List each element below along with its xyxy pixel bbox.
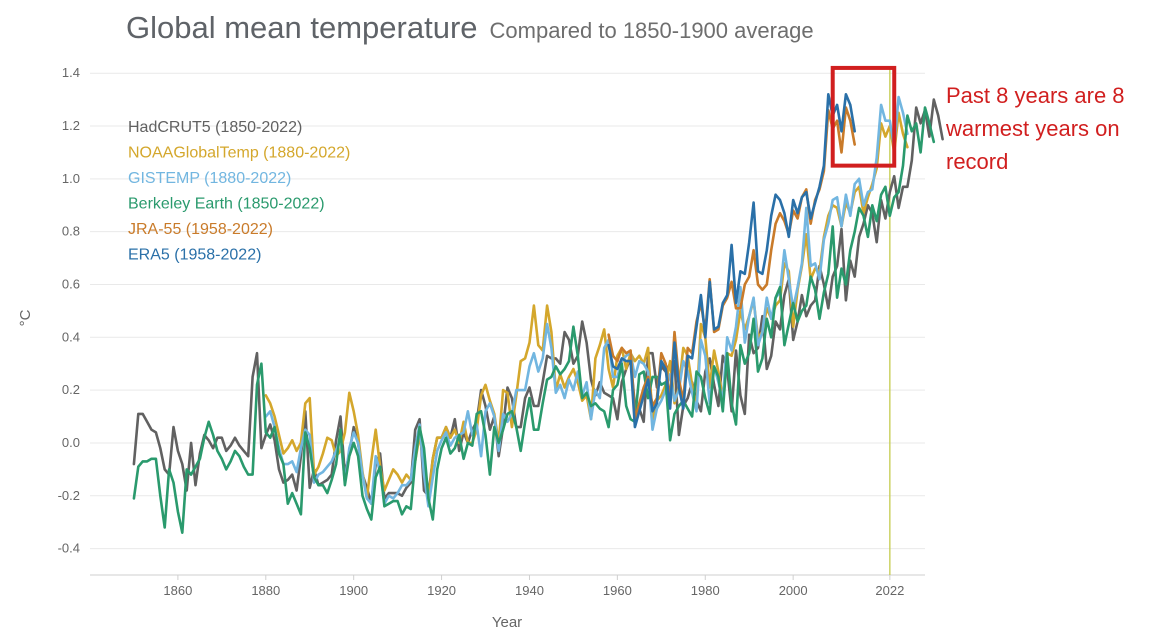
y-axis-label: °C: [17, 309, 34, 326]
legend-entry-5: ERA5 (1958-2022): [128, 247, 261, 264]
x-tick-label-8: 2022: [875, 583, 904, 598]
legend-entry-4: JRA-55 (1958-2022): [128, 221, 273, 238]
chart-subtitle: Compared to 1850-1900 average: [490, 18, 814, 43]
x-tick-label-1: 1880: [251, 583, 280, 598]
highlight-box: [830, 65, 897, 168]
legend-entry-0: HadCRUT5 (1850-2022): [128, 119, 302, 136]
y-tick-label-5: 0.6: [62, 276, 80, 291]
y-tick-label-3: 0.2: [62, 382, 80, 397]
x-tick-label-4: 1940: [515, 583, 544, 598]
x-axis-label: Year: [492, 614, 522, 631]
annotation-line-1: warmest years on: [945, 116, 1120, 141]
chart-title: Global mean temperature Compared to 1850-…: [126, 10, 814, 45]
series-line-0: [132, 98, 944, 506]
chart-title-main: Global mean temperature: [126, 10, 478, 45]
series-line-2: [264, 95, 909, 508]
y-tick-label-1: -0.2: [58, 488, 80, 503]
x-tick-label-6: 1980: [691, 583, 720, 598]
grid-lines: [90, 72, 925, 550]
y-tick-label-2: 0.0: [62, 435, 80, 450]
series-line-4: [607, 106, 857, 421]
legend: HadCRUT5 (1850-2022) NOAAGlobalTemp (1880…: [128, 119, 350, 264]
y-tick-label-0: -0.4: [58, 541, 80, 556]
series-lines: [132, 93, 944, 535]
y-tick-label-7: 1.0: [62, 171, 80, 186]
x-tick-label-3: 1920: [427, 583, 456, 598]
x-tick-label-7: 2000: [779, 583, 808, 598]
annotation-line-2: record: [946, 149, 1008, 174]
axes: -0.4 -0.2 0.0 0.2 0.4 0.6 0.8 1.0 1.2 1.4 1860 1880…: [58, 65, 925, 598]
legend-entry-2: GISTEMP (1880-2022): [128, 170, 291, 187]
x-tick-label-5: 1960: [603, 583, 632, 598]
x-tick-label-2: 1900: [339, 583, 368, 598]
x-tick-label-0: 1860: [163, 583, 192, 598]
y-tick-label-6: 0.8: [62, 224, 80, 239]
y-tick-label-4: 0.4: [62, 329, 80, 344]
series-line-3: [132, 106, 936, 535]
legend-entry-1: NOAAGlobalTemp (1880-2022): [128, 145, 350, 162]
y-tick-label-8: 1.2: [62, 118, 80, 133]
legend-entry-3: Berkeley Earth (1850-2022): [128, 196, 325, 213]
annotation: Past 8 years are 8 warmest years on record: [830, 65, 1125, 174]
y-tick-label-9: 1.4: [62, 65, 80, 80]
annotation-line-0: Past 8 years are 8: [946, 83, 1125, 108]
series-line-5: [607, 93, 857, 429]
